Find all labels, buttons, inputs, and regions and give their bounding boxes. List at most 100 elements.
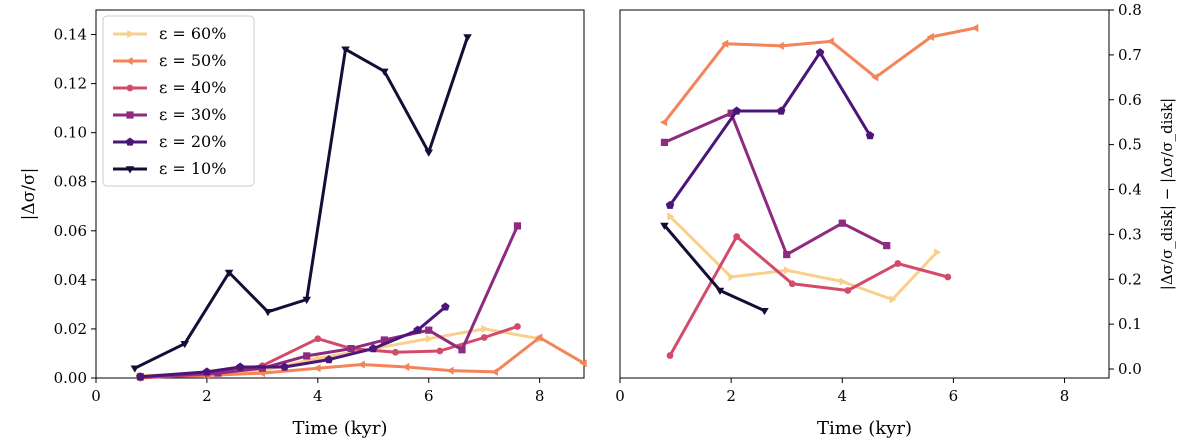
data-point [425,326,433,334]
legend-label: ε = 30% [159,105,226,124]
data-point [368,344,378,353]
x-axis-label: Time (kyr) [817,418,912,439]
y-tick-label: 0.3 [1118,225,1142,243]
data-point [280,362,289,371]
data-point [815,48,825,57]
series-line [663,26,978,124]
data-point [413,325,422,334]
y-tick-label: 0.12 [54,75,87,93]
x-tick-label: 6 [949,387,959,405]
data-point [971,23,979,33]
series-square-right [660,109,891,259]
data-point [889,295,897,304]
legend: ε = 60% ε = 50% ε = 40% ε = 30% ε = 20% ε = 1… [102,15,255,187]
y-tick-label: 0.10 [54,124,87,142]
data-point [214,369,222,377]
series-triangle-left-right [659,23,979,127]
y-tick-label: 0.14 [54,26,87,44]
data-point [380,68,389,76]
data-point [926,32,934,41]
data-point [733,233,741,241]
data-point [579,359,587,368]
plot-frame [95,9,585,379]
x-tick-label: 4 [837,387,847,405]
data-point [392,348,399,356]
legend-marker [125,56,133,66]
data-point [426,334,434,343]
x-tick-label: 8 [1060,387,1070,405]
series-line [668,235,950,358]
data-point [481,324,489,333]
series-line [138,336,586,379]
data-point [263,309,273,317]
data-point [721,39,729,48]
x-tick-label: 4 [313,387,323,405]
data-point [324,355,334,364]
x-tick-label: 0 [615,387,625,405]
data-point [441,302,450,311]
data-point [883,242,891,250]
y-axis-label: |Δσ/σ_disk| − |Δσ/σ_disk| [1158,98,1176,290]
y-axis-label: |Δσ/σ| [19,168,39,221]
series-line [138,327,542,377]
series-triangle-down-right [660,222,769,316]
data-point [776,106,786,115]
data-point [667,212,675,221]
panel-left: 0 2 4 6 8 0.00 0.02 0.04 0.06 0.08 0.10 0.12 0.14 Tim… [19,9,587,439]
series-line [663,111,889,257]
y-tick-label: 0.08 [54,173,87,191]
data-point [446,366,454,375]
data-point [424,149,434,157]
data-point [839,277,847,286]
data-point [776,41,784,50]
data-point [784,266,792,275]
data-point [303,352,311,360]
series-dot-right [666,233,952,359]
y-tick-label: 0.1 [1118,315,1142,333]
y-tick-label: 0.8 [1118,1,1142,19]
data-point [202,367,212,376]
data-point [894,260,902,267]
data-point [826,37,834,46]
data-point [347,344,355,353]
y-tick-label: 0.00 [54,369,87,387]
legend-label: ε = 40% [159,78,226,97]
legend-marker [127,29,135,39]
data-point [480,334,488,341]
data-point [783,250,791,259]
y-tick-label: 0.0 [1118,360,1142,378]
y-tick-label: 0.7 [1118,46,1142,64]
data-point [341,46,350,54]
series-pentagon-right [665,48,875,209]
panel-right: 0 2 4 6 8 0.0 0.1 0.2 0.3 0.4 0.5 0.6 0.7 0.8 Time (ky… [615,1,1176,439]
data-point [727,109,735,117]
series-line [663,223,766,313]
data-point [760,307,769,316]
legend-label: ε = 50% [159,51,226,70]
data-point [728,272,736,282]
data-point [838,219,846,227]
data-point [463,34,472,42]
data-point [665,200,675,209]
data-point [871,73,879,82]
x-tick-label: 2 [202,387,212,405]
data-point [224,269,234,278]
data-point [136,372,145,381]
data-point [402,362,410,372]
plot-frame [619,9,1110,379]
series-line [138,224,519,379]
x-tick-label: 6 [424,387,434,405]
data-point [865,131,875,140]
y-tick-label: 0.6 [1118,91,1142,109]
legend-label: ε = 10% [159,159,226,178]
data-point [490,367,498,376]
y-tick-label: 0.2 [1118,270,1142,288]
data-point [732,106,741,115]
data-point [715,287,725,295]
series-line [138,305,447,379]
legend-marker [125,137,135,146]
series-pentagon-left [136,302,450,381]
x-axis-label: Time (kyr) [293,418,388,439]
data-point [660,222,669,230]
